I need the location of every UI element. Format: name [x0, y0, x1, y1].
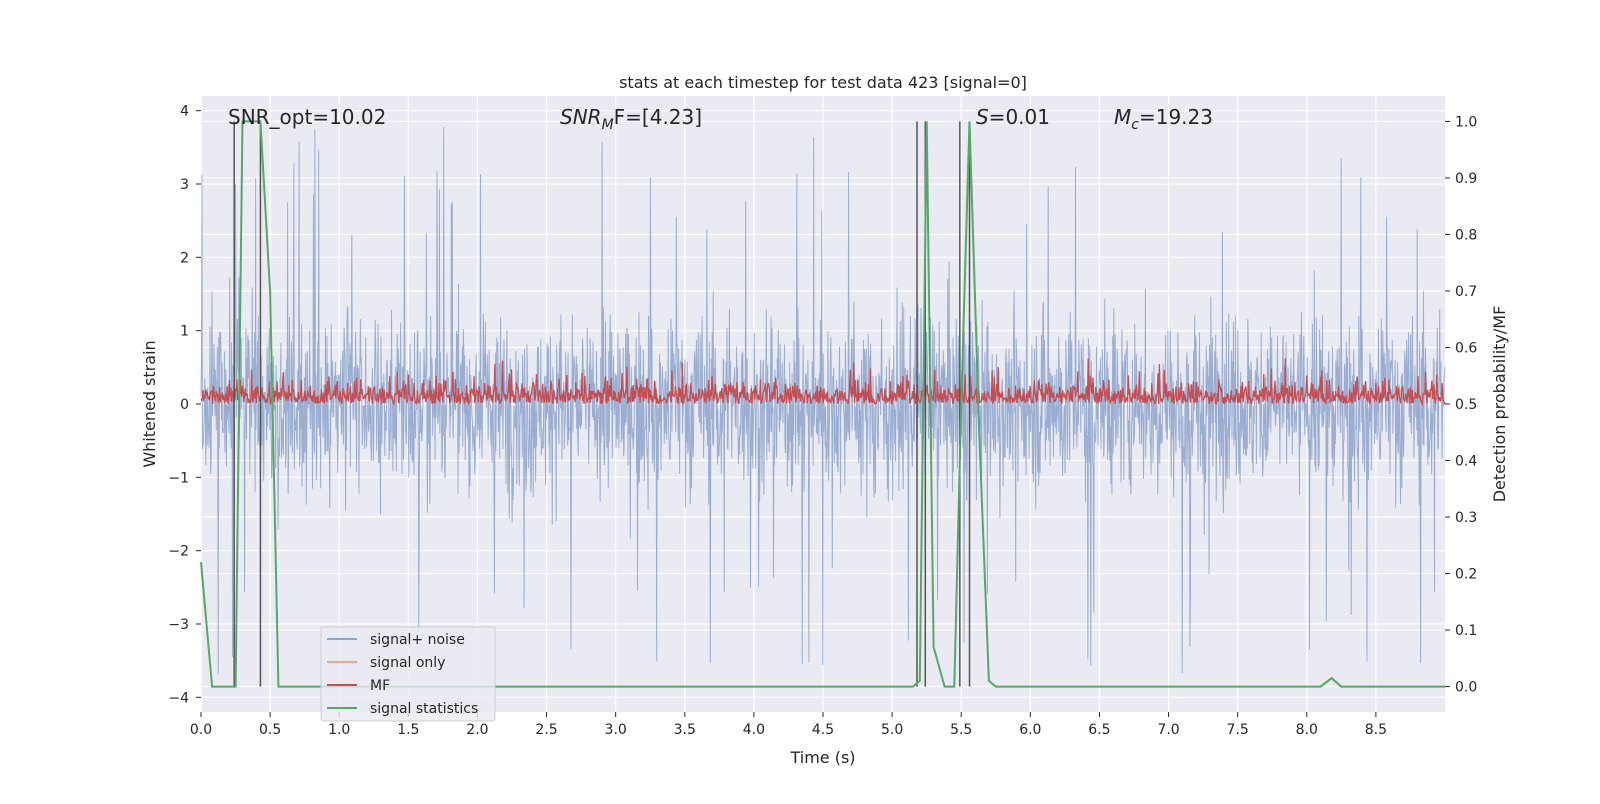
x-tick-label: 2.0 — [466, 722, 488, 738]
y-tick-label-left: 4 — [180, 104, 189, 120]
y-tick-label-left: −2 — [168, 544, 189, 560]
signal-statistics-line — [200, 120, 1445, 688]
legend-label-signal-statistics: signal statistics — [370, 701, 478, 717]
y-tick-label-right: 0.8 — [1455, 227, 1477, 243]
legend-box — [320, 626, 496, 722]
y-tick-label-right: 1.0 — [1455, 114, 1477, 130]
legend-label-mf: MF — [370, 678, 390, 694]
x-tick-label: 0.0 — [190, 722, 212, 738]
x-axis-label: Time (s) — [789, 748, 855, 767]
y-axis-right-label: Detection probability/MF — [1490, 306, 1509, 503]
x-tick-label: 8.0 — [1296, 722, 1318, 738]
y-tick-label-left: −1 — [168, 470, 189, 486]
x-tick-label: 8.5 — [1365, 722, 1387, 738]
x-tick-label: 7.0 — [1157, 722, 1179, 738]
x-tick-label: 0.5 — [259, 722, 281, 738]
legend-label-signal-only: signal only — [370, 655, 445, 671]
y-axis-left-label: Whitened strain — [140, 340, 159, 467]
x-tick-label: 5.5 — [950, 722, 972, 738]
x-tick-label: 3.0 — [605, 722, 627, 738]
annotation-snr-mf: SNRMF=[4.23] — [560, 105, 702, 133]
y-tick-label-left: −3 — [168, 617, 189, 633]
y-tick-label-right: 0.4 — [1455, 454, 1477, 470]
y-tick-label-right: 0.3 — [1455, 510, 1477, 526]
x-tick-label: 6.5 — [1088, 722, 1110, 738]
y-tick-label-left: 3 — [180, 177, 189, 193]
annotation-mc: Mc=19.23 — [1114, 105, 1213, 133]
legend: signal+ noise signal only MF signal stat… — [320, 626, 496, 722]
x-tick-label: 1.0 — [328, 722, 350, 738]
mf-line — [200, 358, 1446, 406]
y-tick-label-right: 0.2 — [1455, 567, 1477, 583]
y-tick-label-right: 0.0 — [1455, 680, 1477, 696]
x-tick-label: 1.5 — [397, 722, 419, 738]
series-signal-statistics — [200, 120, 1445, 688]
ticks: 4 3 2 1 0 −1 −2 −3 −4 1.0 0.9 0.8 0.7 0.6 0.5 0.4 0.3 0.2… — [168, 104, 1477, 738]
y-tick-label-right: 0.7 — [1455, 284, 1477, 300]
y-tick-label-left: 2 — [180, 250, 189, 266]
y-tick-label-left: 0 — [180, 397, 189, 413]
annotation-s: S=0.01 — [976, 105, 1050, 129]
legend-label-signal-noise: signal+ noise — [370, 632, 465, 648]
x-tick-label: 2.5 — [535, 722, 557, 738]
y-tick-label-right: 0.5 — [1455, 397, 1477, 413]
x-tick-label: 5.0 — [881, 722, 903, 738]
vertical-markers — [233, 121, 971, 687]
x-tick-label: 4.5 — [812, 722, 834, 738]
chart-title: stats at each timestep for test data 423… — [619, 73, 1027, 92]
y-tick-label-right: 0.6 — [1455, 340, 1477, 356]
y-tick-label-left: −4 — [168, 690, 189, 706]
y-tick-label-right: 0.9 — [1455, 171, 1477, 187]
x-tick-label: 7.5 — [1227, 722, 1249, 738]
x-tick-label: 6.0 — [1019, 722, 1041, 738]
annotations: SNR_opt=10.02 SNRMF=[4.23] S=0.01 Mc=19.… — [228, 105, 1213, 133]
annotation-snr-opt: SNR_opt=10.02 — [228, 105, 386, 129]
y-tick-label-right: 0.1 — [1455, 623, 1477, 639]
x-tick-label: 3.5 — [674, 722, 696, 738]
x-tick-label: 4.0 — [743, 722, 765, 738]
y-tick-label-left: 1 — [180, 324, 189, 340]
series-mf — [200, 358, 1446, 406]
